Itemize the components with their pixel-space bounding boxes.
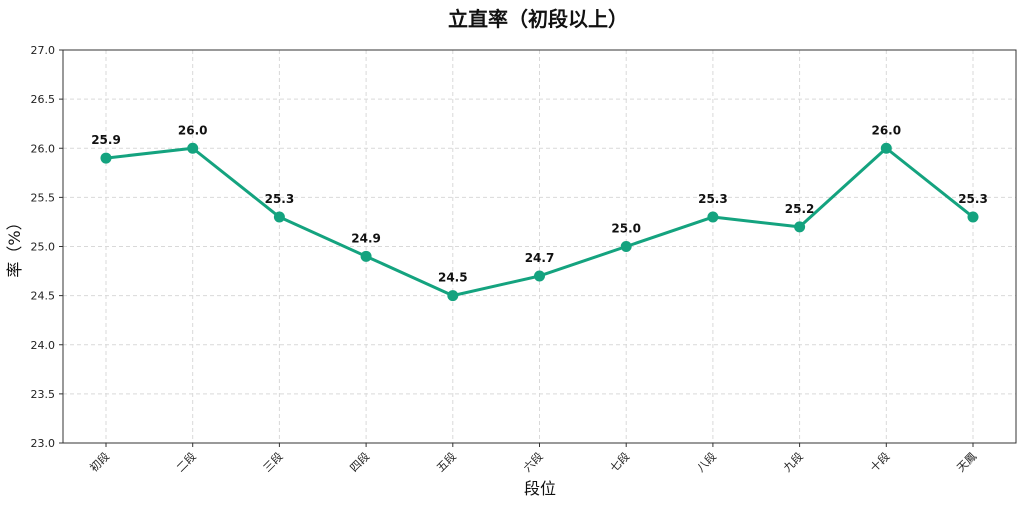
y-tick-label: 25.0: [31, 241, 56, 254]
data-label: 25.2: [785, 202, 815, 216]
data-label: 24.5: [438, 271, 468, 285]
y-tick-label: 27.0: [31, 44, 56, 57]
x-axis-label: 段位: [524, 479, 556, 498]
y-tick-label: 23.5: [31, 388, 56, 401]
x-tick-label: 八段: [694, 449, 719, 474]
data-point: [187, 142, 199, 154]
data-point: [967, 211, 979, 223]
series-layer: 25.9 26.0 25.3 24.9 24.5 24.7 25.0 25.3 25.2 26.0…: [91, 123, 988, 302]
data-point: [794, 221, 806, 233]
data-point: [880, 142, 892, 154]
y-axis: 23.0 23.5 24.0 24.5 25.0 25.5 26.0 26.5 27.0: [31, 44, 63, 450]
data-label: 26.0: [178, 123, 208, 137]
grid-lines: [63, 50, 1016, 443]
x-axis: 初段 二段 三段 四段 五段 六段 七段 八段 九段 十段 天鳳: [87, 443, 979, 475]
data-label: 25.3: [265, 192, 295, 206]
data-label: 25.3: [958, 192, 988, 206]
x-tick-label: 初段: [87, 449, 112, 474]
data-point: [707, 211, 719, 223]
y-tick-label: 24.0: [31, 339, 56, 352]
x-tick-label: 二段: [173, 449, 198, 474]
data-label: 26.0: [871, 123, 901, 137]
y-tick-label: 26.0: [31, 142, 56, 155]
data-label: 25.9: [91, 133, 121, 147]
x-tick-label: 天鳳: [954, 450, 979, 475]
y-tick-label: 23.0: [31, 437, 56, 450]
data-point: [447, 290, 459, 302]
y-tick-label: 25.5: [31, 191, 56, 204]
data-point: [534, 270, 545, 282]
data-label: 25.3: [698, 192, 728, 206]
data-point: [273, 211, 285, 223]
data-point: [100, 152, 112, 164]
x-tick-label: 七段: [607, 449, 632, 474]
chart-title: 立直率（初段以上）: [448, 7, 628, 31]
data-label: 24.9: [351, 231, 381, 245]
x-tick-label: 十段: [867, 449, 892, 474]
data-point: [360, 250, 372, 262]
x-tick-label: 四段: [347, 449, 372, 474]
y-tick-label: 24.5: [31, 290, 56, 303]
data-label: 25.0: [611, 222, 641, 236]
y-tick-label: 26.5: [31, 93, 56, 106]
x-tick-label: 三段: [260, 449, 285, 474]
x-tick-label: 五段: [433, 449, 458, 474]
x-tick-label: 九段: [780, 449, 805, 474]
x-tick-label: 六段: [520, 449, 545, 474]
data-label: 24.7: [525, 251, 555, 265]
y-axis-label: 率（%）: [5, 214, 24, 277]
data-point: [620, 241, 632, 252]
